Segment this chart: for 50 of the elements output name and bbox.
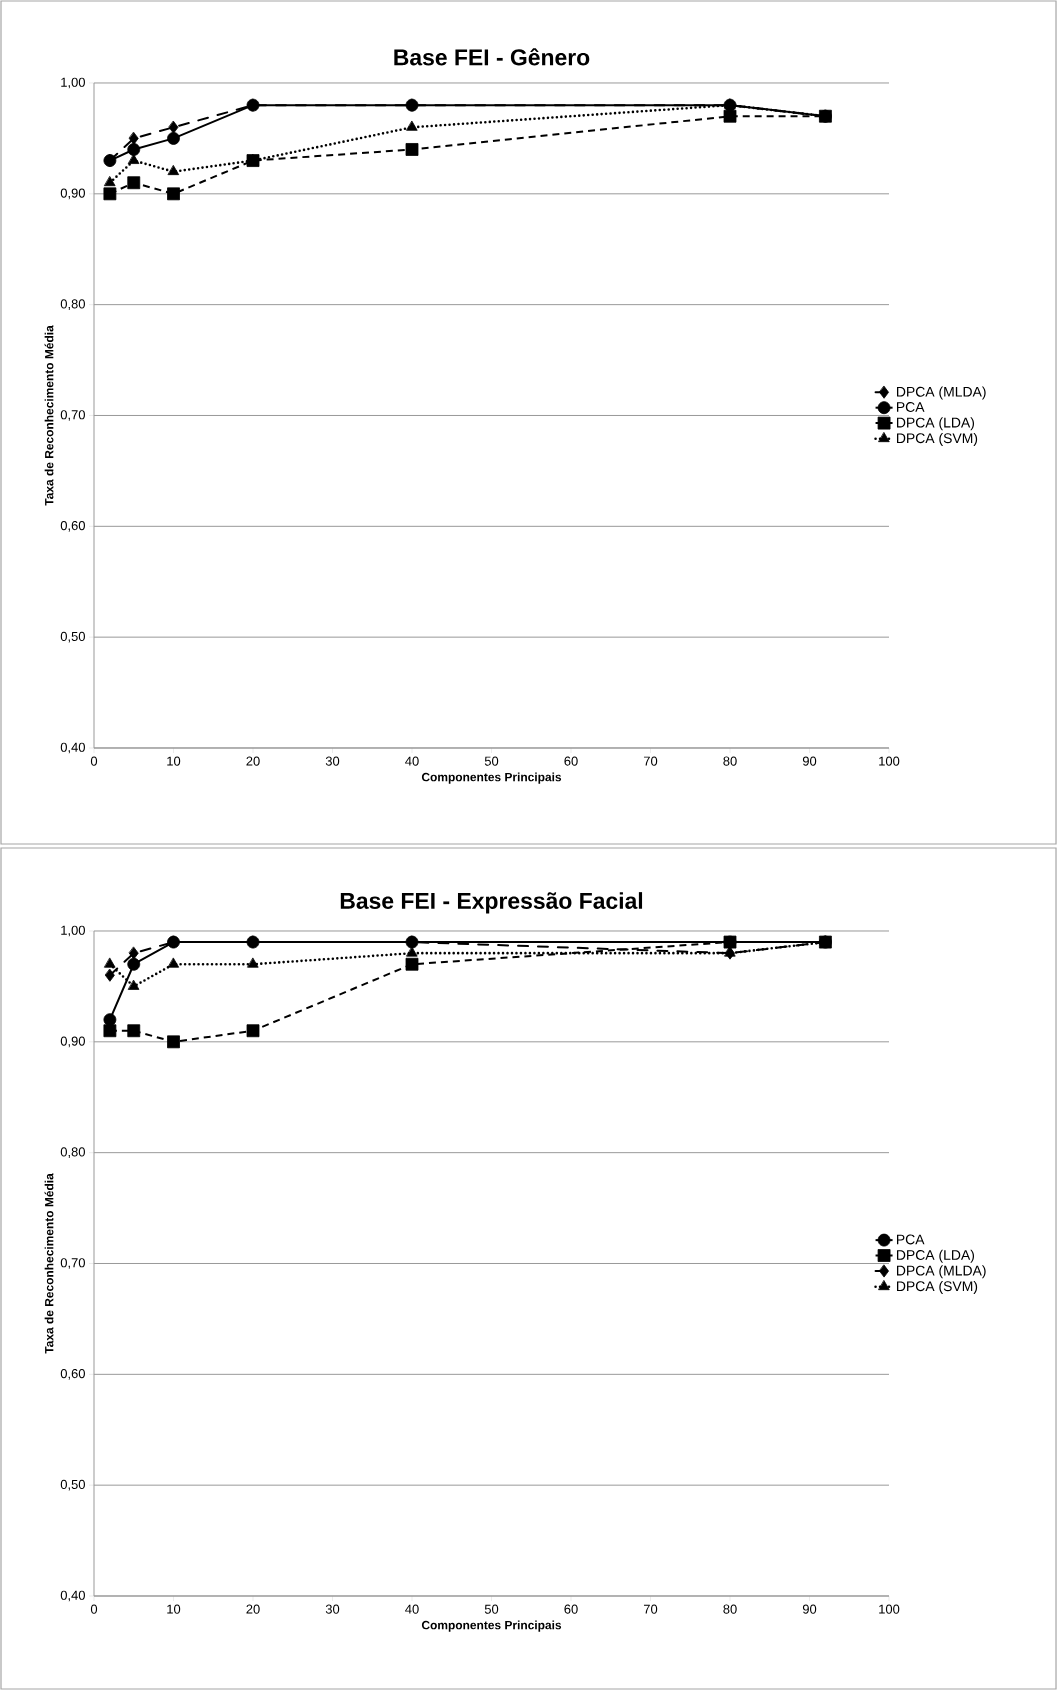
legend-label: PCA [897, 402, 925, 412]
x-tick-label: 10 [167, 1604, 181, 1614]
y-tick-label: 0,90 [60, 1036, 85, 1048]
y-tick-label: 1,00 [61, 77, 85, 89]
y-tick-label: 0,60 [60, 1368, 85, 1380]
x-tick-label: 30 [325, 1604, 340, 1614]
x-tick-label: 20 [246, 756, 260, 766]
x-tick-label: 90 [802, 1604, 817, 1614]
y-axis-title: Taxa de Reconhecimento Média [44, 1173, 54, 1354]
x-tick-label: 40 [405, 1604, 419, 1614]
x-tick-label: 40 [405, 756, 419, 766]
x-tick-label: 50 [484, 1604, 499, 1614]
legend-label: PCA [897, 1234, 925, 1245]
x-tick-label: 60 [564, 756, 578, 766]
legend-label: DPCA (LDA) [897, 1249, 975, 1263]
x-tick-label: 70 [643, 756, 658, 766]
x-tick-label: 0 [90, 756, 98, 766]
y-tick-label: 0,70 [60, 410, 85, 421]
x-tick-label: 60 [564, 1604, 578, 1614]
legend-label: DPCA (SVM) [897, 432, 978, 446]
y-tick-label: 0,40 [60, 742, 85, 754]
chart-title: Base FEI - Expressão Facial [340, 892, 643, 914]
x-tick-label: 80 [723, 1604, 737, 1614]
y-tick-label: 0,40 [60, 1590, 85, 1602]
x-axis-title: Componentes Principais [421, 1620, 562, 1632]
x-tick-label: 90 [802, 756, 817, 766]
x-tick-label: 30 [325, 756, 340, 766]
y-tick-label: 0,50 [60, 1479, 85, 1491]
y-tick-label: 0,80 [60, 1147, 85, 1159]
legend-label: DPCA (MLDA) [897, 386, 986, 400]
chart-title: Base FEI - Gênero [394, 48, 590, 66]
x-tick-label: 80 [723, 756, 737, 766]
legend-label: DPCA (MLDA) [897, 1265, 986, 1279]
y-tick-label: 1,00 [61, 925, 85, 937]
y-tick-label: 0,60 [60, 520, 85, 532]
x-tick-label: 100 [879, 1604, 900, 1614]
x-tick-label: 0 [90, 1604, 98, 1614]
x-tick-label: 20 [246, 1604, 260, 1614]
y-axis-title: Taxa de Reconhecimento Média [44, 325, 54, 506]
x-tick-label: 10 [167, 756, 181, 766]
y-tick-label: 0,80 [60, 299, 85, 310]
legend-label: DPCA (SVM) [897, 1280, 978, 1294]
x-tick-label: 50 [484, 756, 499, 766]
y-tick-label: 0,50 [60, 631, 85, 643]
x-tick-label: 100 [879, 756, 900, 766]
x-tick-label: 70 [643, 1604, 658, 1614]
y-tick-label: 0,90 [60, 188, 85, 200]
y-tick-label: 0,70 [60, 1258, 85, 1269]
legend-label: DPCA (LDA) [897, 417, 975, 431]
x-axis-title: Componentes Principais [421, 772, 562, 784]
